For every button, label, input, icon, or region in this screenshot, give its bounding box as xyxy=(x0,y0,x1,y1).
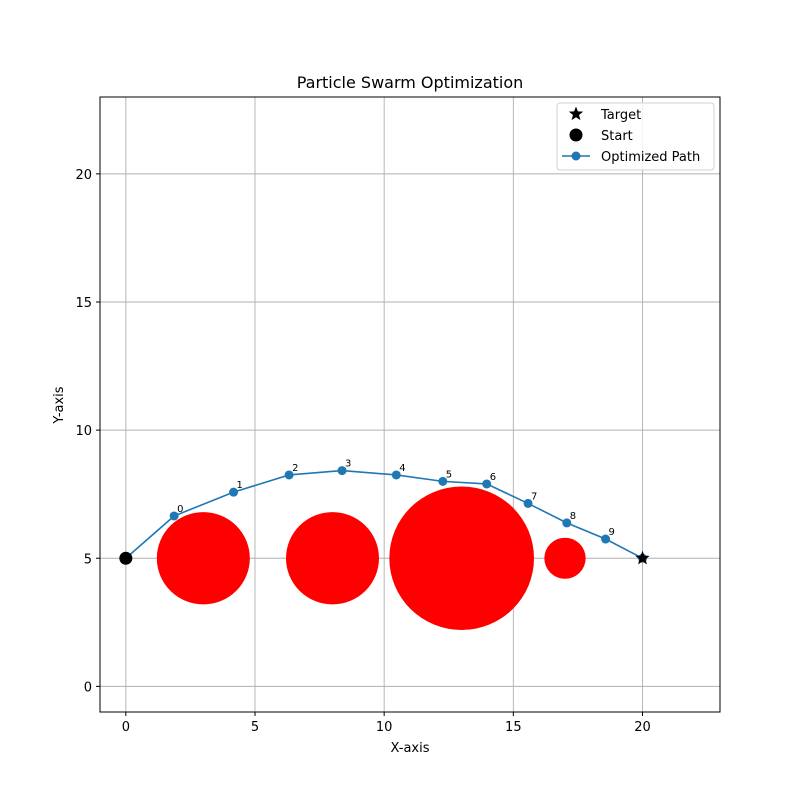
grid xyxy=(100,97,720,712)
point-index-label: 6 xyxy=(490,472,496,483)
legend-circle-icon xyxy=(569,128,583,142)
x-tick-label: 15 xyxy=(505,720,522,735)
y-tick-label: 5 xyxy=(84,552,92,567)
path-point xyxy=(482,479,492,489)
x-tick-label: 10 xyxy=(376,720,393,735)
path-point xyxy=(562,518,572,528)
legend-label: Target xyxy=(600,108,641,123)
point-index-label: 8 xyxy=(570,511,576,522)
point-index-label: 3 xyxy=(345,459,351,470)
point-index-label: 9 xyxy=(609,527,615,538)
point-index-label: 1 xyxy=(237,480,243,491)
obstacle-circle xyxy=(544,537,586,579)
obstacles xyxy=(156,486,586,630)
chart-title: Particle Swarm Optimization xyxy=(297,73,524,92)
point-index-label: 0 xyxy=(177,504,183,515)
y-tick-label: 0 xyxy=(84,680,92,695)
obstacle-circle xyxy=(156,512,250,605)
start-target-markers xyxy=(119,550,650,565)
point-labels: 0 1 2 3 4 5 6 7 8 9 xyxy=(177,459,615,538)
point-index-label: 5 xyxy=(446,469,452,480)
path-point xyxy=(229,487,239,497)
path-line xyxy=(125,469,643,559)
path-point xyxy=(523,498,533,508)
path-point xyxy=(337,466,347,476)
x-tick-label: 5 xyxy=(251,720,259,735)
x-tick-label: 0 xyxy=(122,720,130,735)
start-marker xyxy=(119,551,133,565)
path-point xyxy=(169,511,179,521)
x-tick-label: 20 xyxy=(634,720,651,735)
y-tick-label: 20 xyxy=(75,168,92,183)
legend-label: Optimized Path xyxy=(601,150,700,165)
legend-label: Start xyxy=(601,129,633,144)
x-axis-label: X-axis xyxy=(391,741,430,756)
legend-star-icon xyxy=(568,106,584,121)
y-tick-label: 10 xyxy=(75,424,92,439)
path-point xyxy=(391,470,401,480)
target-marker xyxy=(635,550,650,565)
y-tick-label: 15 xyxy=(75,296,92,311)
legend: Target Start Optimized Path xyxy=(556,102,715,171)
point-index-label: 7 xyxy=(531,491,537,502)
path-point xyxy=(438,476,448,486)
path-point xyxy=(601,534,611,544)
plot-frame xyxy=(99,96,721,713)
point-index-label: 4 xyxy=(399,463,405,474)
legend-box xyxy=(556,102,715,171)
plot-area xyxy=(100,97,720,712)
obstacle-circle xyxy=(286,512,379,605)
y-axis-label: Y-axis xyxy=(52,386,67,424)
point-index-label: 2 xyxy=(292,463,298,474)
legend-dot-icon xyxy=(571,151,581,161)
path-point xyxy=(284,470,294,480)
obstacle-circle xyxy=(389,486,534,630)
